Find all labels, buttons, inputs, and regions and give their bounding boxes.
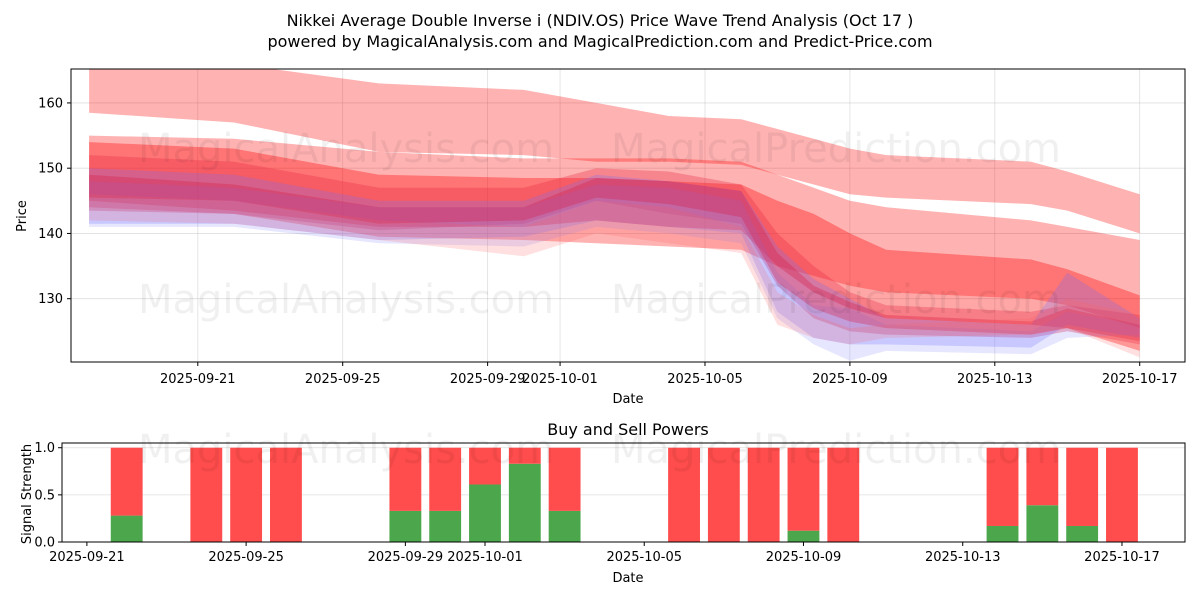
price-chart-grid <box>71 69 1185 362</box>
y-tick-label: 0.0 <box>34 536 55 551</box>
signal-chart-x-label: Date <box>612 571 643 586</box>
sell-bar <box>190 447 223 542</box>
wave-band-main-wave-2 <box>89 155 1140 345</box>
sell-bar <box>1026 447 1059 506</box>
x-tick-label: 2025-10-05 <box>606 550 682 565</box>
sell-bar <box>787 447 820 531</box>
sell-bar <box>469 447 501 485</box>
y-tick-label: 150 <box>38 162 63 177</box>
x-tick-label: 2025-09-25 <box>208 550 284 565</box>
x-tick-label: 2025-10-09 <box>766 550 842 565</box>
buy-bar <box>1026 505 1059 542</box>
sell-bar <box>1066 447 1099 526</box>
signal-chart-x-ticks: 2025-09-21 2025-09-25 2025-09-29 2025-10-01… <box>49 542 1160 565</box>
buy-bar <box>548 510 581 542</box>
sell-bar <box>747 447 780 542</box>
x-tick-label: 2025-10-13 <box>957 372 1033 387</box>
price-chart-x-ticks: 2025-09-21 2025-09-25 2025-09-292025-10-01… <box>160 362 1177 387</box>
y-tick-label: 140 <box>38 227 63 242</box>
signal-chart-y-label: Signal Strength <box>20 444 35 544</box>
signal-bars <box>110 447 1138 542</box>
wave-band-main-wave-1 <box>89 142 1140 351</box>
sell-bar <box>827 447 860 542</box>
wave-band-blue-wave-1 <box>89 168 1140 348</box>
wave-band-pink-wave <box>89 194 1140 358</box>
buy-bar <box>986 525 1019 542</box>
sell-bar <box>668 447 700 542</box>
signal-chart-y-ticks: 0.0 0.5 1.0 <box>34 441 62 551</box>
sell-bar <box>508 447 541 464</box>
y-tick-label: 130 <box>38 292 63 307</box>
watermark-text: MagicalAnalysis.com <box>138 126 554 172</box>
x-tick-label: 2025-10-01 <box>522 372 598 387</box>
watermark-text: MagicalPrediction.com <box>611 126 1061 172</box>
chart-title: Nikkei Average Double Inverse i (NDIV.OS… <box>287 11 914 30</box>
sell-bar <box>986 447 1019 526</box>
buy-bar <box>110 515 143 542</box>
x-tick-label: 2025-09-29 <box>368 550 444 565</box>
sell-bar <box>270 447 302 542</box>
x-tick-label: 2025-10-09 <box>812 372 888 387</box>
x-tick-label: 2025-09-25 <box>305 372 381 387</box>
price-wave-bands <box>89 69 1140 361</box>
sell-bar <box>110 447 143 516</box>
sell-bar <box>1106 447 1138 542</box>
watermark-text: MagicalAnalysis.com <box>138 277 554 323</box>
x-tick-label: 2025-10-17 <box>1102 372 1178 387</box>
buy-bar <box>508 463 541 542</box>
x-tick-label: 2025-09-21 <box>160 372 236 387</box>
y-tick-label: 0.5 <box>34 488 55 503</box>
wave-band-upper-wave-2 <box>89 135 1140 329</box>
buy-bar <box>469 484 501 542</box>
watermark-text: MagicalPrediction.com <box>611 427 1061 473</box>
sell-bar <box>707 447 740 542</box>
price-chart-y-ticks: 130 140 150 160 <box>38 96 71 307</box>
x-tick-label: 2025-09-29 <box>450 372 526 387</box>
wave-band-blue-wave-2 <box>89 181 1140 361</box>
price-chart-y-label: Price <box>15 200 30 232</box>
price-chart-x-label: Date <box>612 392 643 407</box>
buy-bar <box>1066 525 1099 542</box>
price-chart-watermarks: MagicalAnalysis.com MagicalPrediction.co… <box>138 126 1061 323</box>
sell-bar <box>230 447 263 542</box>
price-chart-frame <box>70 68 1186 363</box>
chart-subtitle: powered by MagicalAnalysis.com and Magic… <box>267 32 932 51</box>
wave-band-core-wave <box>89 174 1140 342</box>
buy-bar <box>787 530 820 542</box>
sell-bar <box>548 447 581 511</box>
y-tick-label: 160 <box>38 96 63 111</box>
x-tick-label: 2025-10-13 <box>925 550 1001 565</box>
buy-bar <box>389 510 422 542</box>
x-tick-label: 2025-09-21 <box>49 550 125 565</box>
sell-bar <box>429 447 462 511</box>
wave-band-upper-wave-1 <box>89 69 1140 234</box>
signal-chart-frame <box>61 442 1186 543</box>
sell-bar <box>389 447 422 511</box>
signal-chart-title: Buy and Sell Powers <box>547 420 709 439</box>
x-tick-label: 2025-10-17 <box>1084 550 1160 565</box>
y-tick-label: 1.0 <box>34 441 55 456</box>
x-tick-label: 2025-10-01 <box>447 550 523 565</box>
watermark-text: MagicalPrediction.com <box>611 277 1061 323</box>
signal-chart-watermarks: MagicalAnalysis.com MagicalPrediction.co… <box>138 427 1061 473</box>
watermark-text: MagicalAnalysis.com <box>138 427 554 473</box>
x-tick-label: 2025-10-05 <box>667 372 743 387</box>
buy-bar <box>429 510 462 542</box>
